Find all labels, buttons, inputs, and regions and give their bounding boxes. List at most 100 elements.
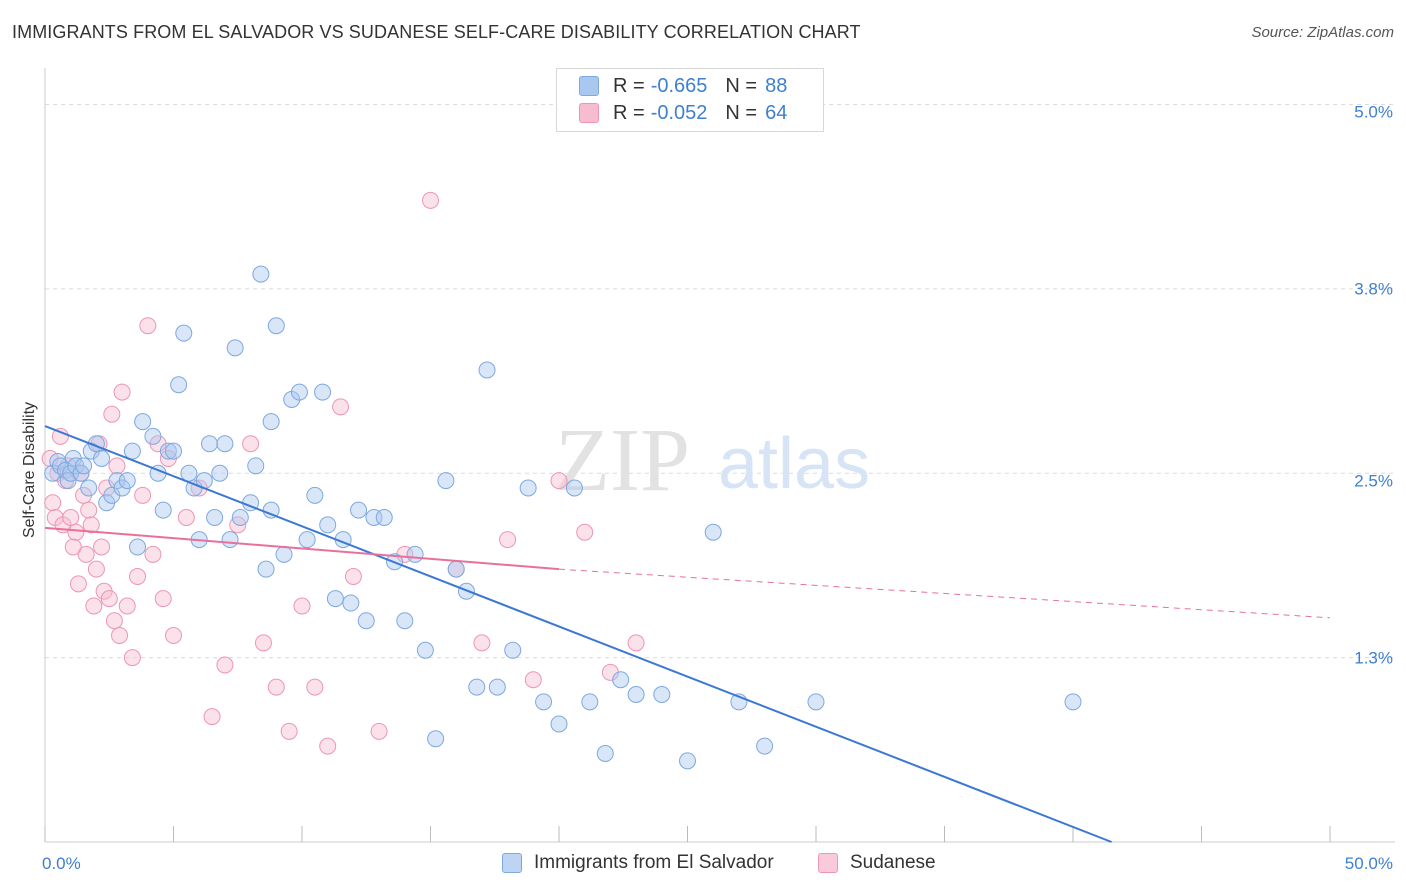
sudanese-point — [154, 590, 172, 608]
sudanese-point — [85, 597, 103, 615]
el-salvador-point — [275, 545, 293, 563]
legend-row-el-salvador: R = -0.665 N = 88 — [579, 74, 787, 98]
el-salvador-point — [80, 479, 98, 497]
sudanese-trend-extension — [558, 568, 1331, 619]
sudanese-point — [51, 427, 69, 445]
legend-n-value: 64 — [765, 101, 788, 124]
el-salvador-point — [653, 686, 671, 703]
el-salvador-point — [519, 479, 537, 497]
sudanese-point — [69, 575, 87, 593]
el-salvador-point — [1064, 693, 1082, 711]
sudanese-point — [306, 678, 324, 696]
bottom-legend-label-el-salvador: Immigrants from El Salvador — [534, 852, 774, 873]
y-tick-label: 5.0% — [1354, 103, 1393, 122]
legend-r-label: R = — [613, 101, 645, 124]
el-salvador-point — [298, 531, 316, 549]
el-salvador-point — [427, 730, 445, 748]
el-salvador-point — [581, 693, 599, 711]
el-salvador-point — [326, 590, 344, 608]
stats-legend: R = -0.665 N = 88 R = -0.052 N = 64 — [556, 68, 824, 132]
legend-r-label: R = — [613, 74, 645, 97]
el-salvador-point — [437, 472, 455, 490]
legend-r-value: -0.665 — [650, 74, 708, 97]
sudanese-point — [82, 516, 100, 534]
sudanese-point — [344, 568, 362, 585]
el-salvador-point — [342, 594, 360, 612]
sudanese-point — [216, 656, 234, 674]
legend-swatch-sudanese — [579, 103, 599, 123]
el-salvador-point — [221, 531, 239, 549]
y-tick-label: 1.3% — [1354, 648, 1393, 667]
sudanese-point — [242, 435, 260, 453]
sudanese-point — [105, 612, 123, 630]
el-salvador-point — [226, 339, 244, 357]
el-salvador-point — [488, 678, 506, 696]
sudanese-point — [62, 509, 80, 526]
legend-n-label: N = — [725, 101, 758, 124]
sudanese-point — [93, 538, 111, 556]
el-salvador-point — [123, 442, 141, 460]
sudanese-point — [44, 494, 62, 512]
el-salvador-point — [257, 560, 275, 578]
sudanese-point — [113, 383, 131, 401]
el-salvador-point — [807, 693, 825, 711]
bottom-legend-swatch-el-salvador — [502, 853, 522, 873]
el-salvador-point — [596, 745, 614, 762]
el-salvador-point — [478, 361, 496, 379]
el-salvador-point — [306, 486, 324, 504]
el-salvador-point — [200, 435, 218, 453]
el-salvador-point — [396, 612, 414, 630]
x-tick-label: 0.0% — [42, 854, 81, 873]
sudanese-point — [103, 405, 121, 423]
sudanese-point — [293, 597, 311, 615]
sudanese-point — [280, 722, 298, 740]
sudanese-trend-line — [44, 526, 560, 571]
el-salvador-point — [627, 686, 645, 703]
y-tick-label: 2.5% — [1354, 471, 1393, 490]
el-salvador-point — [180, 464, 198, 482]
sudanese-point — [144, 545, 162, 563]
el-salvador-point — [416, 641, 434, 659]
x-tick-label: 50.0% — [1345, 854, 1393, 873]
el-salvador-point — [206, 509, 224, 526]
sudanese-point — [129, 568, 147, 585]
legend-swatch-el-salvador — [579, 76, 599, 96]
sudanese-point — [139, 317, 157, 335]
sudanese-point — [267, 678, 285, 696]
sudanese-point — [100, 590, 118, 608]
trend-lines — [44, 425, 1331, 843]
sudanese-point — [118, 597, 136, 615]
el-salvador-point — [290, 383, 308, 401]
el-salvador-point — [535, 693, 553, 711]
grid-lines — [45, 104, 1395, 659]
sudanese-point — [165, 627, 182, 644]
sudanese-point — [627, 634, 645, 652]
sudanese-point — [77, 545, 95, 563]
sudanese-point — [108, 457, 126, 475]
el-salvador-point — [231, 509, 249, 526]
sudanese-point — [67, 523, 85, 541]
el-salvador-point — [216, 435, 234, 453]
legend-n-label: N = — [725, 74, 758, 97]
y-axis-label: Self-Care Disability — [21, 401, 38, 539]
el-salvador-point — [406, 545, 424, 563]
sudanese-point — [80, 501, 98, 519]
el-salvador-point — [247, 457, 265, 475]
el-salvador-point — [704, 523, 722, 541]
el-salvador-point — [252, 265, 270, 283]
sudanese-point — [319, 737, 337, 755]
sudanese-point — [524, 671, 542, 689]
el-salvador-point — [319, 516, 337, 534]
sudanese-point — [203, 708, 221, 726]
sudanese-point — [499, 531, 517, 549]
el-salvador-point — [350, 501, 368, 519]
source-label: Source: ZipAtlas.com — [1251, 24, 1394, 41]
el-salvador-points — [44, 265, 1082, 770]
sudanese-point — [134, 486, 152, 504]
el-salvador-point — [75, 457, 93, 475]
el-salvador-point — [170, 376, 188, 394]
sudanese-point — [422, 191, 439, 209]
el-salvador-point — [314, 383, 332, 401]
sudanese-point — [64, 538, 82, 556]
